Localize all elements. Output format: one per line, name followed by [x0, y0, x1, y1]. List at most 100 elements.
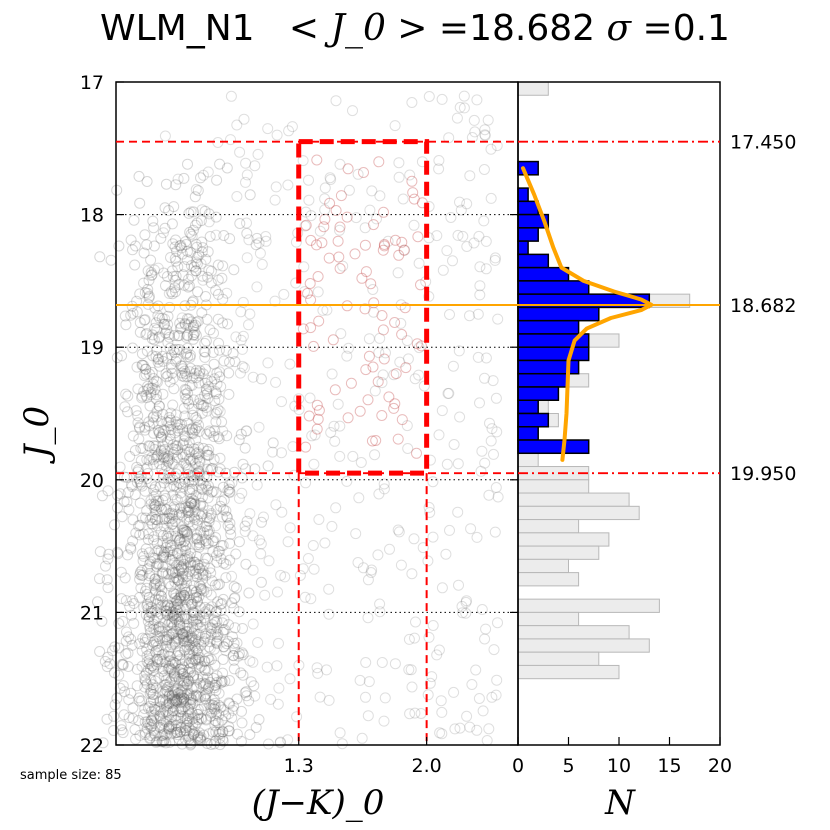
grey-bar — [517, 625, 630, 640]
star-point — [178, 696, 190, 708]
star-point — [152, 640, 164, 652]
star-point — [214, 578, 225, 590]
star-point — [170, 625, 182, 637]
star-point — [164, 736, 176, 748]
star-point — [170, 493, 182, 505]
star-point — [187, 653, 199, 665]
star-point — [173, 706, 185, 718]
star-point — [140, 543, 152, 555]
star-point — [336, 738, 348, 750]
star-point — [165, 407, 177, 419]
star-point — [244, 189, 256, 201]
star-point — [229, 592, 241, 604]
star-point — [140, 609, 152, 621]
star-point — [141, 650, 153, 662]
star-point — [224, 698, 236, 710]
star-point — [127, 430, 139, 442]
star-point — [184, 486, 195, 498]
star-point — [144, 649, 155, 660]
star-point — [193, 541, 205, 553]
star-point — [190, 317, 202, 328]
star-point — [265, 693, 277, 705]
star-point — [177, 664, 189, 676]
star-point — [153, 672, 165, 684]
selected-star-point — [311, 154, 323, 166]
star-point — [255, 538, 267, 550]
upper-cut-label: 17.450 — [730, 132, 796, 154]
star-point — [211, 550, 222, 562]
star-point — [101, 713, 113, 725]
star-point — [214, 406, 226, 417]
blue-bar — [517, 306, 600, 322]
star-point — [179, 610, 191, 622]
star-point — [146, 660, 158, 672]
star-point — [131, 476, 143, 488]
n-tick-label: 5 — [562, 755, 574, 777]
star-point — [470, 664, 482, 676]
star-point — [178, 558, 190, 570]
star-point — [191, 251, 203, 263]
star-point — [218, 641, 230, 653]
star-point — [123, 504, 135, 516]
star-point — [180, 545, 191, 557]
star-point — [180, 348, 192, 360]
star-point — [136, 512, 148, 524]
star-point — [347, 450, 359, 462]
star-point — [151, 344, 163, 356]
star-point — [195, 691, 206, 703]
star-point — [149, 635, 161, 647]
star-point — [218, 230, 230, 241]
star-point — [228, 264, 240, 276]
star-point — [150, 375, 162, 387]
star-point — [163, 720, 175, 732]
star-point — [117, 680, 129, 692]
star-point — [138, 370, 150, 382]
star-point — [173, 575, 185, 587]
star-point — [169, 686, 181, 698]
star-point — [153, 544, 165, 556]
star-point — [174, 663, 186, 675]
star-point — [376, 377, 388, 389]
star-point — [466, 679, 478, 690]
star-point — [183, 475, 195, 487]
blue-bar — [517, 200, 539, 216]
star-point — [183, 424, 195, 435]
star-point — [231, 582, 242, 594]
star-point — [208, 535, 220, 547]
star-point — [142, 563, 154, 575]
star-point — [155, 503, 167, 515]
star-point — [181, 370, 193, 382]
star-point — [196, 270, 208, 282]
star-point — [130, 733, 142, 745]
star-point — [183, 632, 195, 644]
star-point — [138, 709, 150, 721]
star-point — [136, 548, 148, 560]
star-point — [282, 536, 294, 548]
star-point — [378, 715, 390, 727]
star-point — [166, 616, 178, 628]
star-point — [237, 296, 249, 308]
star-point — [104, 658, 116, 670]
trgb-label: 18.682 — [730, 295, 796, 317]
star-point — [369, 449, 381, 461]
star-point — [433, 429, 445, 441]
star-point — [203, 641, 215, 653]
star-point — [239, 520, 251, 532]
star-point — [185, 487, 197, 499]
star-point — [448, 439, 460, 450]
star-point — [209, 719, 221, 731]
star-point — [172, 452, 183, 464]
star-point — [191, 258, 203, 270]
star-point — [146, 269, 158, 281]
selected-star-point — [342, 163, 354, 175]
star-point — [121, 626, 132, 638]
star-point — [134, 568, 146, 580]
star-point — [187, 728, 199, 740]
star-point — [183, 453, 195, 465]
star-point — [169, 667, 180, 679]
star-point — [111, 352, 123, 364]
star-point — [171, 508, 183, 520]
star-point — [190, 591, 202, 603]
star-point — [144, 733, 156, 745]
